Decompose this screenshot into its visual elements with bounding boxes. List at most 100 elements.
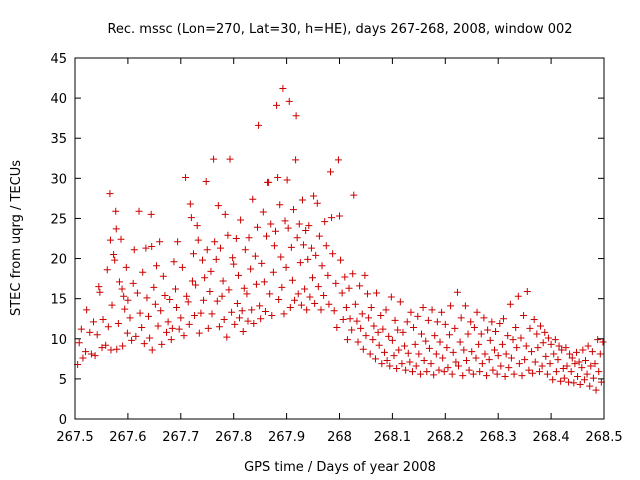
data-point — [554, 356, 562, 364]
data-point — [475, 340, 483, 348]
data-point — [184, 298, 192, 306]
data-point — [215, 323, 223, 331]
data-point — [476, 368, 484, 376]
data-point — [420, 356, 428, 364]
data-point — [550, 350, 558, 358]
data-point — [566, 350, 574, 358]
y-axis-ticks: 0 5 10 15 20 25 30 35 40 45 — [50, 52, 604, 428]
data-point — [313, 199, 321, 207]
data-point — [448, 370, 456, 378]
data-point — [310, 192, 318, 200]
data-point — [82, 348, 90, 356]
data-point — [119, 342, 127, 350]
data-point — [375, 341, 383, 349]
data-point — [288, 276, 296, 284]
data-point — [410, 324, 418, 332]
data-point — [364, 290, 372, 298]
data-point — [98, 344, 106, 352]
data-point — [529, 369, 537, 377]
data-point — [262, 232, 270, 240]
data-point — [202, 178, 210, 186]
data-point — [395, 346, 403, 354]
data-point — [594, 336, 602, 344]
data-point — [457, 314, 465, 322]
data-point — [294, 290, 302, 298]
data-point — [525, 366, 533, 374]
data-point — [518, 372, 526, 380]
data-point — [173, 303, 181, 311]
data-point — [248, 306, 256, 314]
data-point — [250, 320, 258, 328]
data-point — [284, 224, 292, 232]
x-tick-label: 267.8 — [215, 430, 252, 445]
data-point — [182, 174, 190, 182]
data-point — [531, 358, 539, 366]
data-point — [559, 364, 567, 372]
data-point — [321, 218, 329, 226]
data-point — [424, 316, 432, 324]
data-point — [266, 290, 274, 298]
data-point — [249, 195, 257, 203]
x-tick-label: 267.6 — [109, 430, 146, 445]
data-point — [277, 253, 285, 261]
data-point — [270, 242, 278, 250]
data-point — [317, 306, 325, 314]
data-point — [538, 362, 546, 370]
data-point — [126, 314, 134, 322]
data-point — [472, 354, 480, 362]
data-point — [359, 345, 367, 353]
data-point — [404, 349, 412, 357]
data-point — [530, 316, 538, 324]
data-point — [403, 318, 411, 326]
y-tick-label: 30 — [50, 172, 67, 187]
data-point — [106, 236, 114, 244]
data-point — [191, 312, 199, 320]
data-point — [90, 318, 98, 326]
data-point — [498, 340, 506, 348]
data-point — [117, 235, 125, 243]
data-point — [496, 320, 504, 328]
data-point — [507, 354, 515, 362]
data-point — [435, 366, 443, 374]
data-point — [330, 307, 338, 315]
data-point — [238, 307, 246, 315]
data-point — [385, 332, 393, 340]
data-point — [579, 346, 587, 354]
data-point — [481, 350, 489, 358]
data-point — [267, 220, 275, 228]
data-point — [247, 265, 255, 273]
y-tick-label: 25 — [50, 212, 67, 227]
data-point — [305, 222, 313, 230]
data-point — [274, 174, 282, 182]
data-point — [297, 301, 305, 309]
data-point — [595, 368, 603, 376]
data-point — [177, 314, 185, 322]
data-point — [399, 328, 407, 336]
data-point — [438, 308, 446, 316]
data-point — [520, 312, 528, 320]
data-point — [140, 340, 148, 348]
data-point — [555, 342, 563, 350]
data-point — [257, 315, 265, 323]
data-point — [128, 336, 136, 344]
data-point — [373, 289, 381, 297]
data-point — [329, 250, 337, 258]
data-point — [292, 112, 300, 120]
data-point — [428, 306, 436, 314]
data-point — [390, 352, 398, 360]
data-point — [281, 217, 289, 225]
data-point — [231, 320, 239, 328]
data-point — [189, 250, 197, 258]
data-point — [583, 370, 591, 378]
data-point — [211, 238, 219, 246]
data-point — [580, 376, 588, 384]
data-point — [240, 284, 248, 292]
data-point — [366, 350, 374, 358]
data-point — [402, 366, 410, 374]
data-point — [187, 214, 195, 222]
data-point — [533, 330, 541, 338]
data-point — [514, 292, 522, 300]
data-point — [469, 370, 477, 378]
data-point — [509, 336, 517, 344]
data-point — [416, 370, 424, 378]
